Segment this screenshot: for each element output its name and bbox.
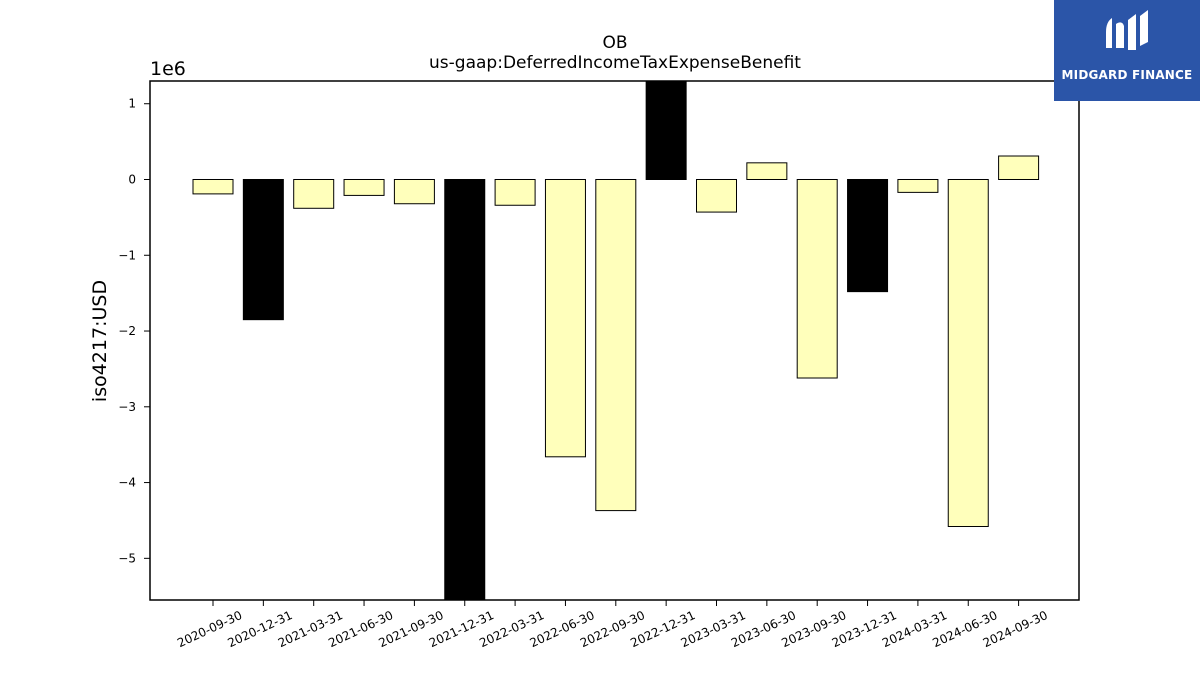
y-tick-label: −2 [118, 324, 136, 338]
y-tick-label: −4 [118, 476, 136, 490]
bar-2021-12-31 [444, 178, 486, 601]
bar-2022-09-30 [595, 178, 637, 512]
y-tick-label: −1 [118, 248, 136, 262]
bar-2024-06-30 [947, 178, 989, 528]
bar-2023-12-31 [847, 178, 889, 293]
y-offset-label: 1e6 [150, 58, 186, 80]
chart-title: OB [602, 33, 627, 53]
x-ticks-group: 2020-09-302020-12-312021-03-312021-06-30… [175, 600, 1050, 650]
bar-2023-06-30 [746, 162, 788, 180]
bar-2024-09-30 [998, 155, 1040, 180]
bar-2021-09-30 [393, 178, 435, 205]
bar-2020-09-30 [192, 178, 234, 195]
y-tick-label: −3 [118, 400, 136, 414]
bar-2024-03-31 [897, 178, 939, 193]
bar-2021-03-31 [293, 178, 335, 209]
y-ticks-group: 1 0 −1 −2 −3 −4 −5 [118, 97, 150, 565]
bar-2022-12-31 [645, 80, 687, 180]
plot-frame [149, 80, 1080, 601]
y-tick-label: −5 [118, 551, 136, 565]
bar-2020-12-31 [242, 178, 284, 321]
y-axis-label: iso4217:USD [89, 280, 111, 402]
bar-2023-09-30 [796, 178, 838, 379]
logo-text: MIDGARD FINANCE [1061, 68, 1193, 82]
brand-logo: MIDGARD FINANCE [1054, 0, 1200, 101]
bar-2022-06-30 [544, 178, 586, 458]
y-tick-label: 0 [128, 172, 136, 186]
bars-group [192, 80, 1040, 601]
chart-subtitle: us-gaap:DeferredIncomeTaxExpenseBenefit [429, 53, 801, 73]
bar-2023-03-31 [696, 178, 737, 213]
y-tick-label: 1 [128, 97, 136, 111]
bar-2021-06-30 [343, 178, 385, 196]
bar-2022-03-31 [494, 178, 536, 206]
logo-mark-icon [1106, 10, 1148, 50]
